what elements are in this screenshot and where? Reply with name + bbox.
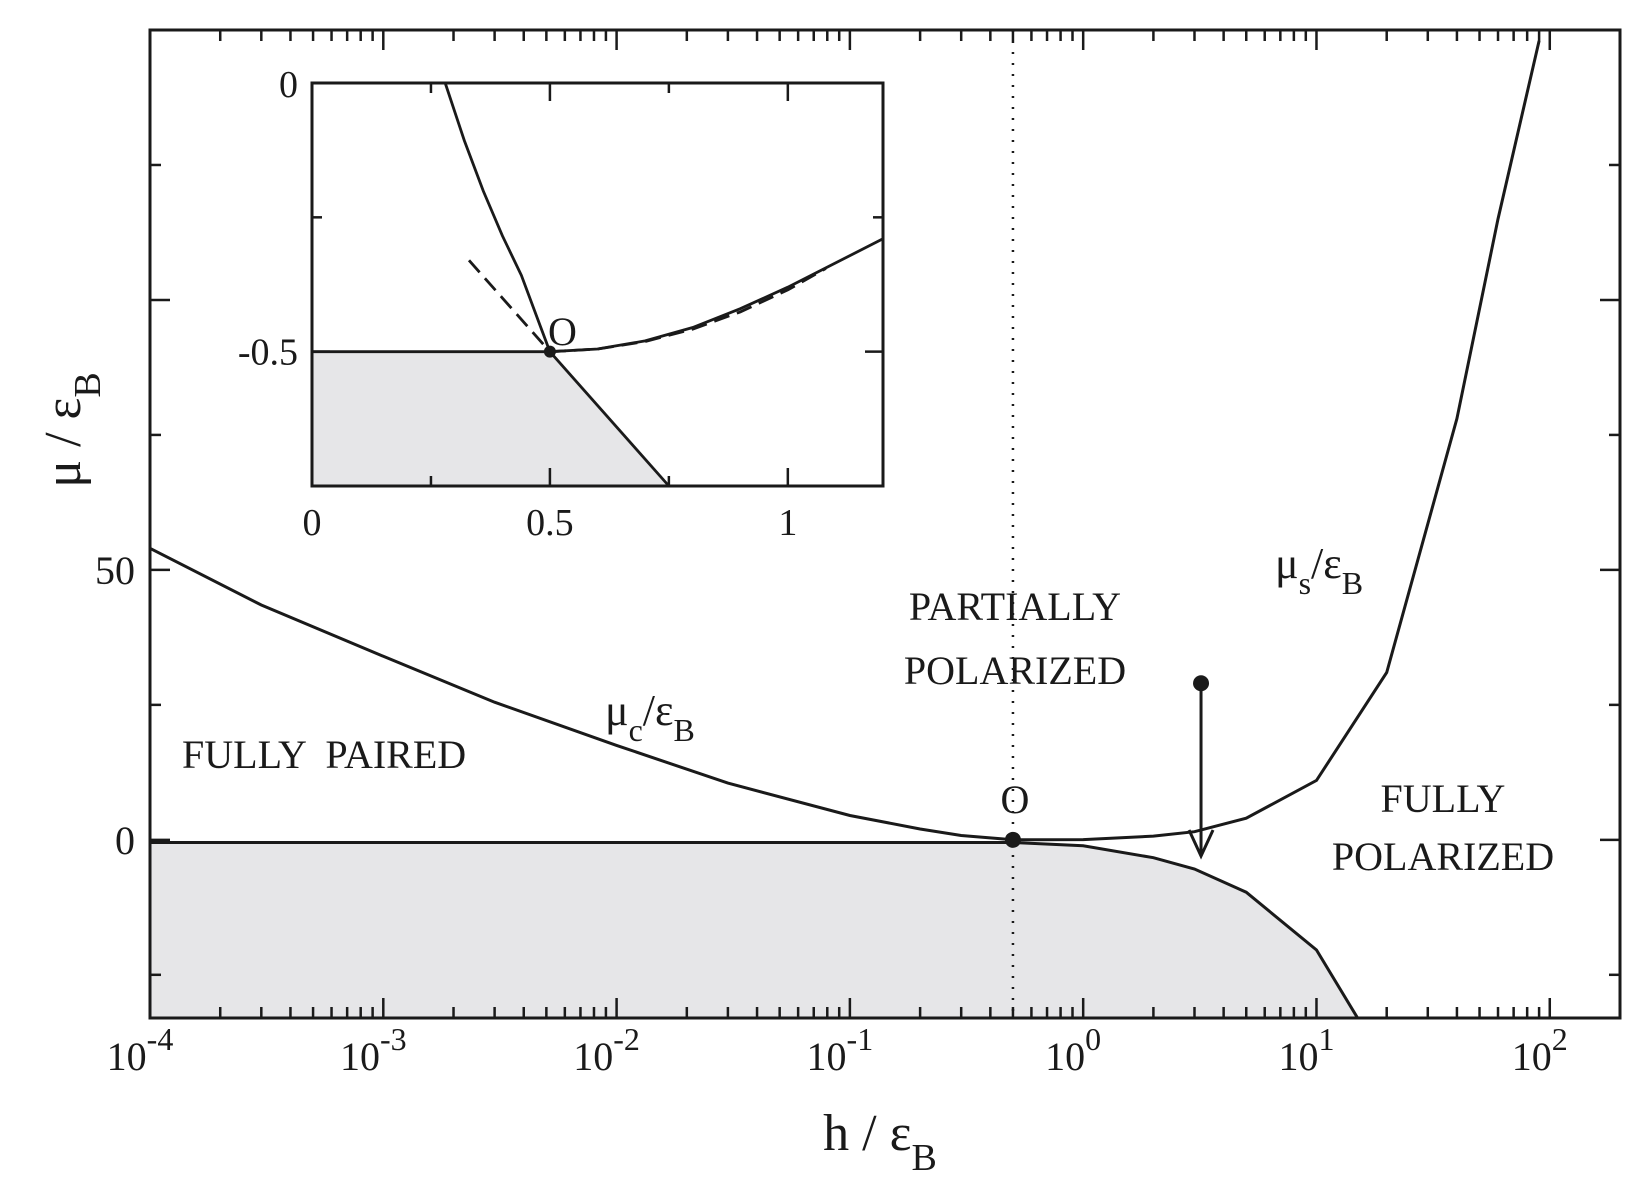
y-tick-label: 0 xyxy=(115,818,135,863)
main-plot-frame xyxy=(148,28,1622,1020)
inset-axis-ticks xyxy=(310,83,883,486)
x-tick-label: 10-3 xyxy=(340,1021,407,1079)
inset-frame xyxy=(310,81,885,488)
lower-boundary-curve xyxy=(150,841,1359,1019)
y-tick-label: 50 xyxy=(95,548,135,593)
inset-dashed-right xyxy=(549,267,827,354)
region-label-fully-polarized-line1: FULLY xyxy=(1381,776,1506,821)
x-tick-label: 10-1 xyxy=(807,1021,874,1079)
inset-x-tick-label: 0.5 xyxy=(526,502,574,544)
main-y-tick-labels: 0 50 xyxy=(95,548,135,863)
inset-steep-curve xyxy=(443,82,552,353)
x-tick-label: 10-4 xyxy=(107,1021,174,1079)
fully-paired-shaded-region xyxy=(150,842,1358,1018)
mu-s-curve xyxy=(1012,40,1541,842)
inset-diagonal-boundary xyxy=(548,350,670,487)
inset-point-o-marker xyxy=(543,345,556,358)
region-label-partially-line2: POLARIZED xyxy=(904,648,1126,693)
y-axis-label: μ / εB xyxy=(35,372,109,488)
inset-plot: 0 0.5 1 0-0.5 xyxy=(238,64,885,544)
inset-point-o-label: O xyxy=(548,309,577,354)
inset-y-tick-label: -0.5 xyxy=(238,332,298,374)
point-o-label: O xyxy=(1001,777,1030,822)
arrow-head xyxy=(1187,829,1215,860)
downward-arrow xyxy=(1187,675,1215,860)
mu-s-curve-label: μs/εB xyxy=(1275,539,1363,601)
mu-c-curve-label: μc/εB xyxy=(605,686,695,748)
mu-c-curve xyxy=(149,546,1014,842)
x-tick-label: 100 xyxy=(1045,1021,1101,1079)
main-x-tick-labels: 10-4 10-3 10-2 10-1 100 101 102 xyxy=(107,1021,1568,1079)
x-axis-label: h / εB xyxy=(823,1105,937,1179)
region-label-partially-line1: PARTIALLY xyxy=(909,584,1121,629)
inset-x-tick-labels: 0 0.5 1 xyxy=(303,502,798,544)
x-tick-label: 101 xyxy=(1278,1021,1334,1079)
inset-curves xyxy=(312,82,884,487)
inset-x-tick-label: 0 xyxy=(303,502,322,544)
main-axis-ticks xyxy=(148,28,1622,1018)
point-o-marker xyxy=(1004,831,1021,848)
inset-y-tick-labels: 0 -0.5 xyxy=(238,64,298,374)
x-tick-label: 102 xyxy=(1512,1021,1568,1079)
region-label-fully-paired: FULLY PAIRED xyxy=(182,732,466,777)
region-label-fully-polarized-line2: POLARIZED xyxy=(1332,834,1554,879)
inset-dashed-left xyxy=(467,259,551,353)
inset-x-tick-label: 1 xyxy=(778,502,797,544)
main-plot: 10-4 10-3 10-2 10-1 100 101 102 050 xyxy=(95,28,1622,1079)
inset-y-tick-label: 0 xyxy=(279,64,298,106)
x-tick-label: 10-2 xyxy=(573,1021,640,1079)
